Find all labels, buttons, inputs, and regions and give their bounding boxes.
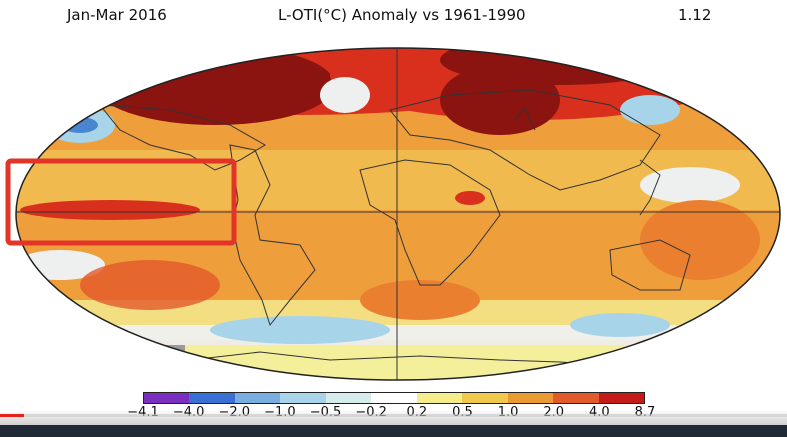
legend-tick-label: 2.0 (543, 405, 565, 420)
header: Jan-Mar 2016 L-OTI(°C) Anomaly vs 1961-1… (0, 6, 787, 30)
period-label: Jan-Mar 2016 (67, 6, 167, 24)
legend-tick-label: 8.7 (634, 405, 656, 420)
legend-swatch (325, 393, 372, 403)
legend-swatch (507, 393, 554, 403)
legend-swatch (416, 393, 463, 403)
legend-tick-label: 0.2 (406, 405, 428, 420)
legend-tick-label: 0.5 (452, 405, 473, 420)
legend-swatch (189, 393, 235, 403)
legend-swatch (144, 393, 190, 403)
legend-tick-label: 4.0 (589, 405, 610, 420)
global-anomaly-value: 1.12 (678, 6, 712, 24)
highlight-box (5, 158, 237, 246)
legend-tick-label: −4.1 (127, 405, 159, 420)
legend-swatch (280, 393, 326, 403)
legend-tick-label: 1.0 (497, 405, 519, 420)
color-legend (143, 392, 645, 404)
map-fill (16, 48, 780, 380)
legend-swatch (234, 393, 281, 403)
legend-tick-label: −4.0 (172, 405, 205, 420)
video-controls-strip (0, 425, 787, 437)
legend-swatch (598, 393, 644, 403)
legend-swatch (371, 393, 417, 403)
legend-tick-label: −2.0 (218, 405, 251, 420)
map-title: L-OTI(°C) Anomaly vs 1961-1990 (278, 6, 526, 24)
legend-tick-label: −0.2 (355, 405, 387, 420)
video-progress-bar[interactable] (0, 414, 787, 417)
legend-tick-label: −0.5 (309, 405, 342, 420)
legend-swatch (462, 393, 508, 403)
legend-swatch (553, 393, 599, 403)
video-progress-fill (0, 414, 24, 417)
legend-tick-label: −1.0 (264, 405, 296, 420)
